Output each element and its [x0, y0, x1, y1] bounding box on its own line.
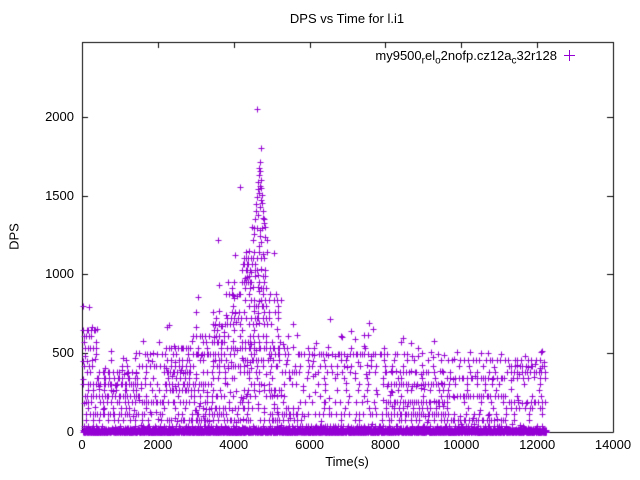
x-tick-label: 2000 [143, 437, 173, 452]
x-tick-label: 14000 [594, 437, 632, 452]
y-tick-label: 500 [52, 345, 74, 361]
legend-label-subscript: r [421, 55, 425, 67]
y-tick-label: 1000 [45, 266, 74, 282]
legend-series-label: my9500relo2nofp.cz12ac32r128 [375, 48, 557, 66]
x-tick-label: 6000 [295, 437, 325, 452]
legend-label-subscript: c [511, 55, 517, 67]
y-tick-label: 2000 [45, 108, 74, 124]
x-tick-label: 8000 [370, 437, 400, 452]
x-tick-label: 10000 [443, 437, 480, 452]
x-tick-label: 4000 [219, 437, 249, 452]
plus-marker-icon [564, 50, 575, 61]
x-tick-label: 12000 [519, 437, 556, 452]
legend-label-segment: el [424, 48, 436, 63]
legend-label-segment: my9500 [375, 48, 422, 63]
x-axis-label: Time(s) [325, 454, 369, 469]
y-axis-label: DPS [6, 223, 22, 250]
legend-label-segment: 2nofp.cz12a [440, 48, 512, 63]
x-tick-label: 0 [78, 437, 86, 452]
chart-title: DPS vs Time for l.i1 [289, 11, 405, 26]
y-tick-label: 0 [66, 424, 74, 439]
y-tick-label: 1500 [45, 187, 74, 203]
legend-label-segment: 32r128 [516, 48, 557, 63]
legend-label-subscript: o [435, 55, 441, 67]
